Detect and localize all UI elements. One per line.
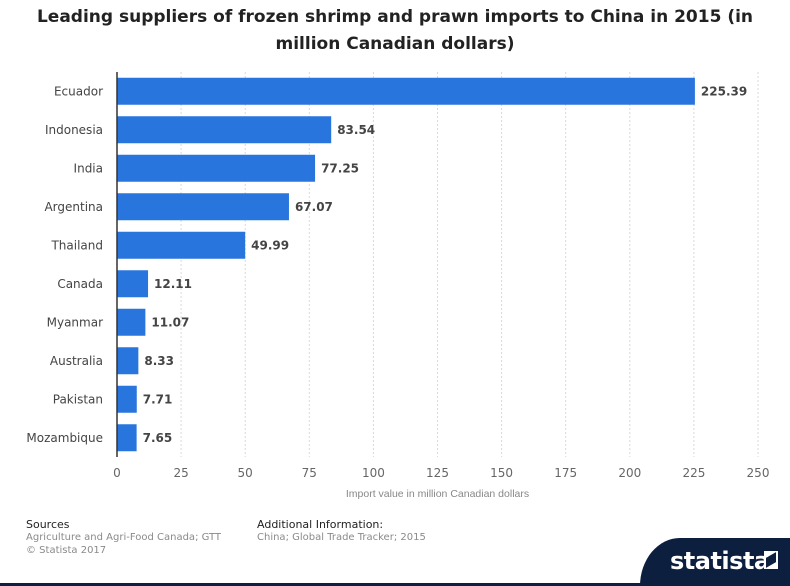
x-tick-label: 150 <box>490 466 513 480</box>
statista-logo-icon <box>764 551 778 569</box>
bar <box>117 154 316 182</box>
additional-info-heading: Additional Information: <box>257 518 384 531</box>
x-tick-label: 0 <box>113 466 121 480</box>
x-tick-label: 175 <box>554 466 577 480</box>
bar <box>117 77 695 105</box>
x-tick-label: 250 <box>747 466 770 480</box>
category-label: Indonesia <box>45 123 103 137</box>
value-label: 7.71 <box>143 392 173 406</box>
bar <box>117 231 246 259</box>
category-label: India <box>74 161 103 175</box>
value-label: 12.11 <box>154 277 192 291</box>
sources-line-2: © Statista 2017 <box>26 545 107 556</box>
x-tick-label: 225 <box>682 466 705 480</box>
value-label: 8.33 <box>144 354 174 368</box>
bottom-rule <box>0 583 790 586</box>
category-label: Myanmar <box>47 315 103 329</box>
value-label: 11.07 <box>151 315 189 329</box>
bar <box>117 193 289 221</box>
x-tick-label: 75 <box>302 466 317 480</box>
additional-info-block: Additional Information: China; Global Tr… <box>257 518 426 544</box>
chart-title-line-2: million Canadian dollars) <box>275 34 515 54</box>
bar <box>117 308 146 336</box>
category-label: Australia <box>50 354 103 368</box>
category-label: Pakistan <box>53 392 103 406</box>
x-tick-label: 50 <box>238 466 253 480</box>
value-label: 225.39 <box>701 84 747 98</box>
value-label: 49.99 <box>251 238 289 252</box>
chart-title: Leading suppliers of frozen shrimp and p… <box>20 4 770 58</box>
x-tick-label: 125 <box>426 466 449 480</box>
x-tick-label: 25 <box>173 466 188 480</box>
category-label: Mozambique <box>26 431 103 445</box>
x-axis-title: Import value in million Canadian dollars <box>346 488 529 500</box>
category-label: Canada <box>57 277 103 291</box>
category-label: Ecuador <box>54 84 103 98</box>
value-label: 77.25 <box>321 161 359 175</box>
statista-badge[interactable]: statista <box>640 538 790 586</box>
statista-wordmark: statista <box>670 547 770 575</box>
additional-info-line-1: China; Global Trade Tracker; 2015 <box>257 532 426 543</box>
chart-title-line-1: Leading suppliers of frozen shrimp and p… <box>36 7 754 27</box>
bar <box>117 116 332 144</box>
bar <box>117 424 137 452</box>
value-label: 83.54 <box>337 123 375 137</box>
sources-line-1: Agriculture and Agri-Food Canada; GTT <box>26 532 222 543</box>
bar <box>117 347 139 375</box>
sources-heading: Sources <box>26 518 70 531</box>
bar <box>117 385 137 413</box>
category-label: Thailand <box>50 238 103 252</box>
x-tick-label: 200 <box>618 466 641 480</box>
bar <box>117 270 149 298</box>
value-label: 7.65 <box>143 431 173 445</box>
value-label: 67.07 <box>295 200 333 214</box>
category-label: Argentina <box>44 200 103 214</box>
x-tick-label: 100 <box>362 466 385 480</box>
sources-block: Sources Agriculture and Agri-Food Canada… <box>26 518 221 557</box>
